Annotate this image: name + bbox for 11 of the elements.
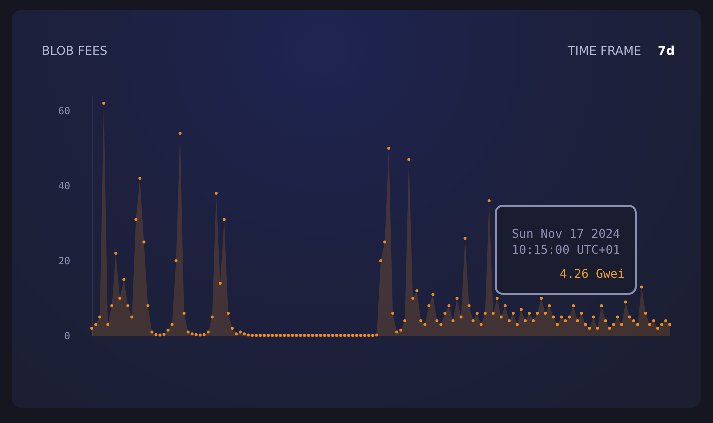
text: 7d (658, 44, 675, 58)
y-tick-label: 40 (58, 182, 70, 192)
annotation: Sun Nov 17 2024 (512, 227, 620, 241)
y-tick-label: 20 (58, 256, 70, 268)
tooltip-box: Sun Nov 17 2024 10:15:00 UTC+01 4.26 Gwei (495, 205, 637, 295)
annotation: 10:15:00 UTC+01 (512, 243, 620, 257)
y-tick-label: 60 (58, 106, 70, 118)
annotation: 4.26 Gwei (560, 267, 625, 281)
chart-title: BLOB FEES (42, 44, 108, 58)
text: TIME FRAME (567, 44, 642, 58)
y-tick-label: 0 (64, 332, 70, 342)
